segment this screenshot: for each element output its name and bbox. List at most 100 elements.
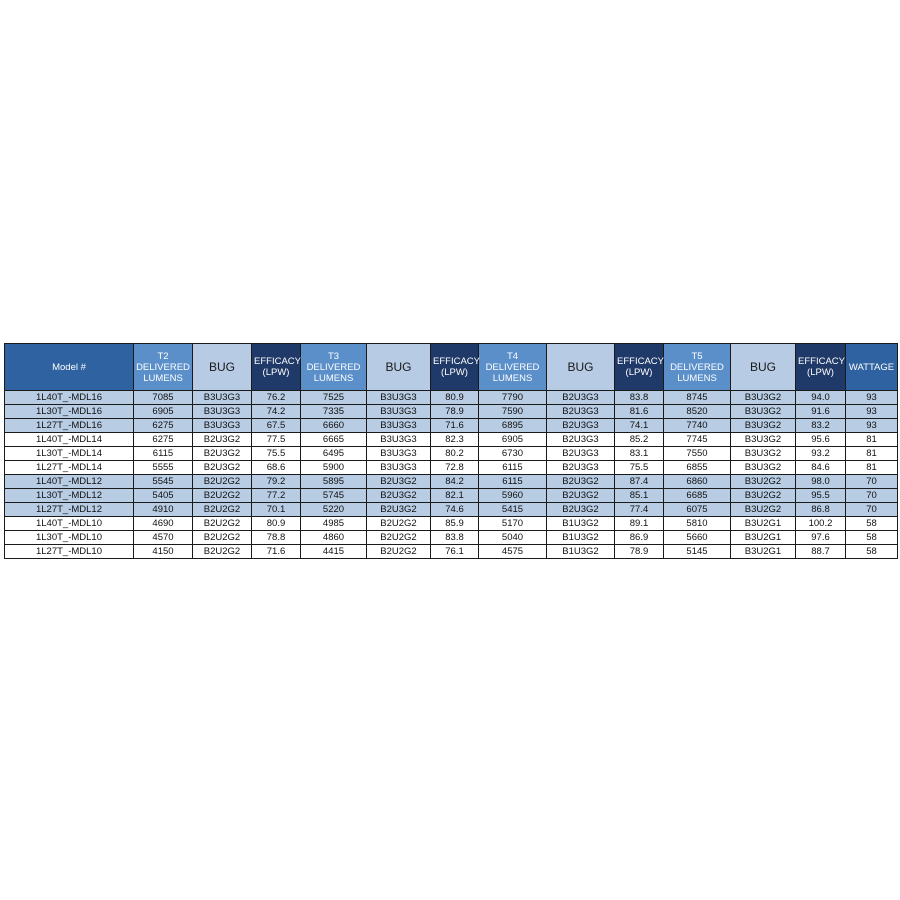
table-cell: 80.9 <box>430 390 479 405</box>
table-row: 1L30T_-MDL16 6905 B3U3G3 74.2 7335 B3U3G3 78.9… <box>4 404 898 419</box>
table-cell: B2U2G2 <box>192 516 252 531</box>
table-cell: B3U3G2 <box>730 418 796 433</box>
header-cell: T5 DELIVERED LUMENS <box>663 343 731 391</box>
table-cell: 1L27T_-MDL16 <box>4 418 134 433</box>
table-cell: B3U2G1 <box>730 530 796 545</box>
table-cell: 6115 <box>133 446 193 461</box>
table-cell: 85.1 <box>614 488 664 503</box>
table-cell: 93 <box>845 390 898 405</box>
table-cell: 6855 <box>663 460 731 475</box>
table-cell: 5040 <box>478 530 547 545</box>
table-cell: 81 <box>845 432 898 447</box>
table-cell: 88.7 <box>795 544 846 559</box>
table-cell: 4415 <box>300 544 367 559</box>
table-body: 1L40T_-MDL16 7085 B3U3G3 76.2 7525 B3U3G3 80.9… <box>4 390 898 559</box>
table-cell: 85.2 <box>614 432 664 447</box>
table-cell: B2U3G2 <box>192 446 252 461</box>
table-row: 1L30T_-MDL12 5405 B2U2G2 77.2 5745 B2U3G2 82.1… <box>4 488 898 503</box>
table-cell: 1L30T_-MDL14 <box>4 446 134 461</box>
table-cell: B3U3G2 <box>730 404 796 419</box>
table-cell: B3U3G3 <box>366 418 431 433</box>
table-cell: B3U2G1 <box>730 544 796 559</box>
table-cell: 70 <box>845 502 898 517</box>
table-cell: 97.6 <box>795 530 846 545</box>
table-cell: B3U2G2 <box>730 502 796 517</box>
table-cell: 4150 <box>133 544 193 559</box>
table-cell: B3U2G2 <box>730 474 796 489</box>
table-row: 1L27T_-MDL14 5555 B2U3G2 68.6 5900 B3U3G3 72.8… <box>4 460 898 475</box>
table-cell: 6115 <box>478 474 547 489</box>
table-cell: 1L27T_-MDL14 <box>4 460 134 475</box>
table-cell: 86.9 <box>614 530 664 545</box>
table-cell: 83.2 <box>795 418 846 433</box>
table-cell: 82.3 <box>430 432 479 447</box>
table-cell: 95.6 <box>795 432 846 447</box>
table-cell: 4570 <box>133 530 193 545</box>
table-cell: B2U2G2 <box>192 502 252 517</box>
table-cell: 70.1 <box>251 502 301 517</box>
table-cell: 6905 <box>133 404 193 419</box>
table-cell: 6660 <box>300 418 367 433</box>
table-cell: B3U3G3 <box>192 390 252 405</box>
header-cell: BUG <box>546 343 615 391</box>
table-cell: 6860 <box>663 474 731 489</box>
table-cell: B2U3G2 <box>192 460 252 475</box>
table-cell: 95.5 <box>795 488 846 503</box>
table-cell: 70 <box>845 488 898 503</box>
table-cell: 6730 <box>478 446 547 461</box>
header-cell: EFFICACY (LPW) <box>614 343 664 391</box>
table-cell: 93 <box>845 418 898 433</box>
table-cell: B2U2G2 <box>366 516 431 531</box>
table-cell: 78.8 <box>251 530 301 545</box>
table-cell: 77.2 <box>251 488 301 503</box>
table-cell: 6905 <box>478 432 547 447</box>
table-cell: B2U2G2 <box>192 544 252 559</box>
table-cell: B3U3G2 <box>730 390 796 405</box>
table-cell: 7085 <box>133 390 193 405</box>
table-cell: 93.2 <box>795 446 846 461</box>
header-cell: EFFICACY (LPW) <box>795 343 846 391</box>
header-cell: EFFICACY (LPW) <box>430 343 480 391</box>
table-cell: B2U3G3 <box>546 432 615 447</box>
table-row: 1L40T_-MDL12 5545 B2U2G2 79.2 5895 B2U3G2 84.2… <box>4 474 898 489</box>
lumen-table: Model # T2 DELIVERED LUMENS BUG EFFICACY… <box>4 343 898 559</box>
table-row: 1L27T_-MDL16 6275 B3U3G3 67.5 6660 B3U3G3 71.6… <box>4 418 898 433</box>
table-cell: 5810 <box>663 516 731 531</box>
table-cell: 7740 <box>663 418 731 433</box>
table-cell: B3U3G2 <box>730 460 796 475</box>
table-cell: 75.5 <box>251 446 301 461</box>
table-cell: 68.6 <box>251 460 301 475</box>
table-row: 1L40T_-MDL10 4690 B2U2G2 80.9 4985 B2U2G2 85.9… <box>4 516 898 531</box>
table-cell: B2U3G2 <box>366 474 431 489</box>
table-cell: 82.1 <box>430 488 479 503</box>
table-row: 1L30T_-MDL14 6115 B2U3G2 75.5 6495 B3U3G3 80.2… <box>4 446 898 461</box>
table-cell: 5900 <box>300 460 367 475</box>
header-cell: WATTAGE <box>845 343 898 391</box>
table-cell: 4985 <box>300 516 367 531</box>
table-cell: 1L40T_-MDL16 <box>4 390 134 405</box>
table-cell: 77.5 <box>251 432 301 447</box>
table-cell: 6275 <box>133 418 193 433</box>
table-row: 1L27T_-MDL10 4150 B2U2G2 71.6 4415 B2U2G2 76.1… <box>4 544 898 559</box>
table-cell: B2U3G2 <box>546 488 615 503</box>
table-cell: 6665 <box>300 432 367 447</box>
header-cell: T4 DELIVERED LUMENS <box>478 343 547 391</box>
table-cell: 77.4 <box>614 502 664 517</box>
table-cell: B2U3G2 <box>366 502 431 517</box>
table-cell: 7790 <box>478 390 547 405</box>
table-cell: 5170 <box>478 516 547 531</box>
table-row: 1L40T_-MDL16 7085 B3U3G3 76.2 7525 B3U3G3 80.9… <box>4 390 898 405</box>
table-cell: 86.8 <box>795 502 846 517</box>
table-cell: 5960 <box>478 488 547 503</box>
header-row: Model # T2 DELIVERED LUMENS BUG EFFICACY… <box>4 343 898 391</box>
table-cell: 5220 <box>300 502 367 517</box>
table-cell: B2U3G2 <box>192 432 252 447</box>
header-cell: Model # <box>4 343 134 391</box>
table-cell: 98.0 <box>795 474 846 489</box>
table-cell: B2U2G2 <box>192 474 252 489</box>
table-cell: B2U3G2 <box>546 502 615 517</box>
table-cell: B1U3G2 <box>546 544 615 559</box>
table-cell: 91.6 <box>795 404 846 419</box>
table-cell: 76.2 <box>251 390 301 405</box>
